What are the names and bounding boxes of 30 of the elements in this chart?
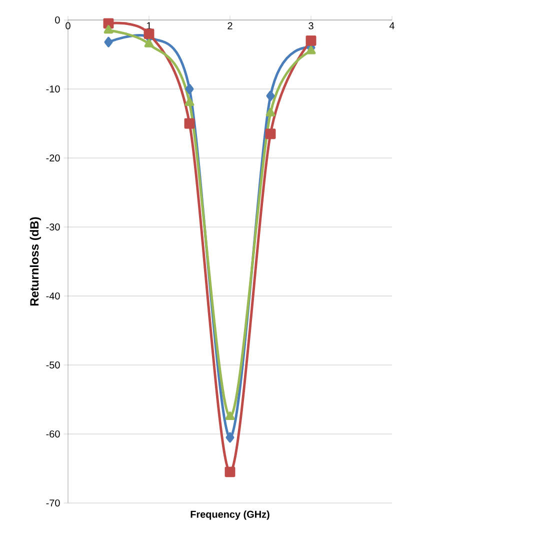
x-tick-label: 4 [389,22,394,30]
point [184,98,194,106]
point [266,108,276,116]
x-tick-label: 2 [228,22,232,30]
x-axis-title: Frequency (GHz) [190,510,270,520]
point [226,432,234,443]
y-tick-label: 0 [55,16,60,24]
point [144,38,154,48]
point [306,46,316,54]
y-tick-label: -70 [46,499,60,507]
point [224,466,236,478]
point [104,36,113,48]
point [185,84,194,94]
point [306,35,316,46]
x-tick-label: 0 [66,22,70,30]
y-tick-label: -60 [46,430,60,438]
point [144,28,154,40]
point [104,25,114,34]
y-tick-label: -10 [46,85,60,93]
y-axis-title: Returnloss (dB) [30,217,41,306]
point [184,118,195,129]
y-tick-label: -40 [46,292,60,300]
y-tick-label: -30 [46,223,60,231]
point [265,128,276,140]
x-tick-label: 1 [146,22,152,30]
y-tick-label: -50 [46,361,60,369]
y-tick-label: -20 [46,154,60,162]
x-tick-label: 3 [308,22,314,30]
point [225,412,235,420]
point [266,90,275,102]
